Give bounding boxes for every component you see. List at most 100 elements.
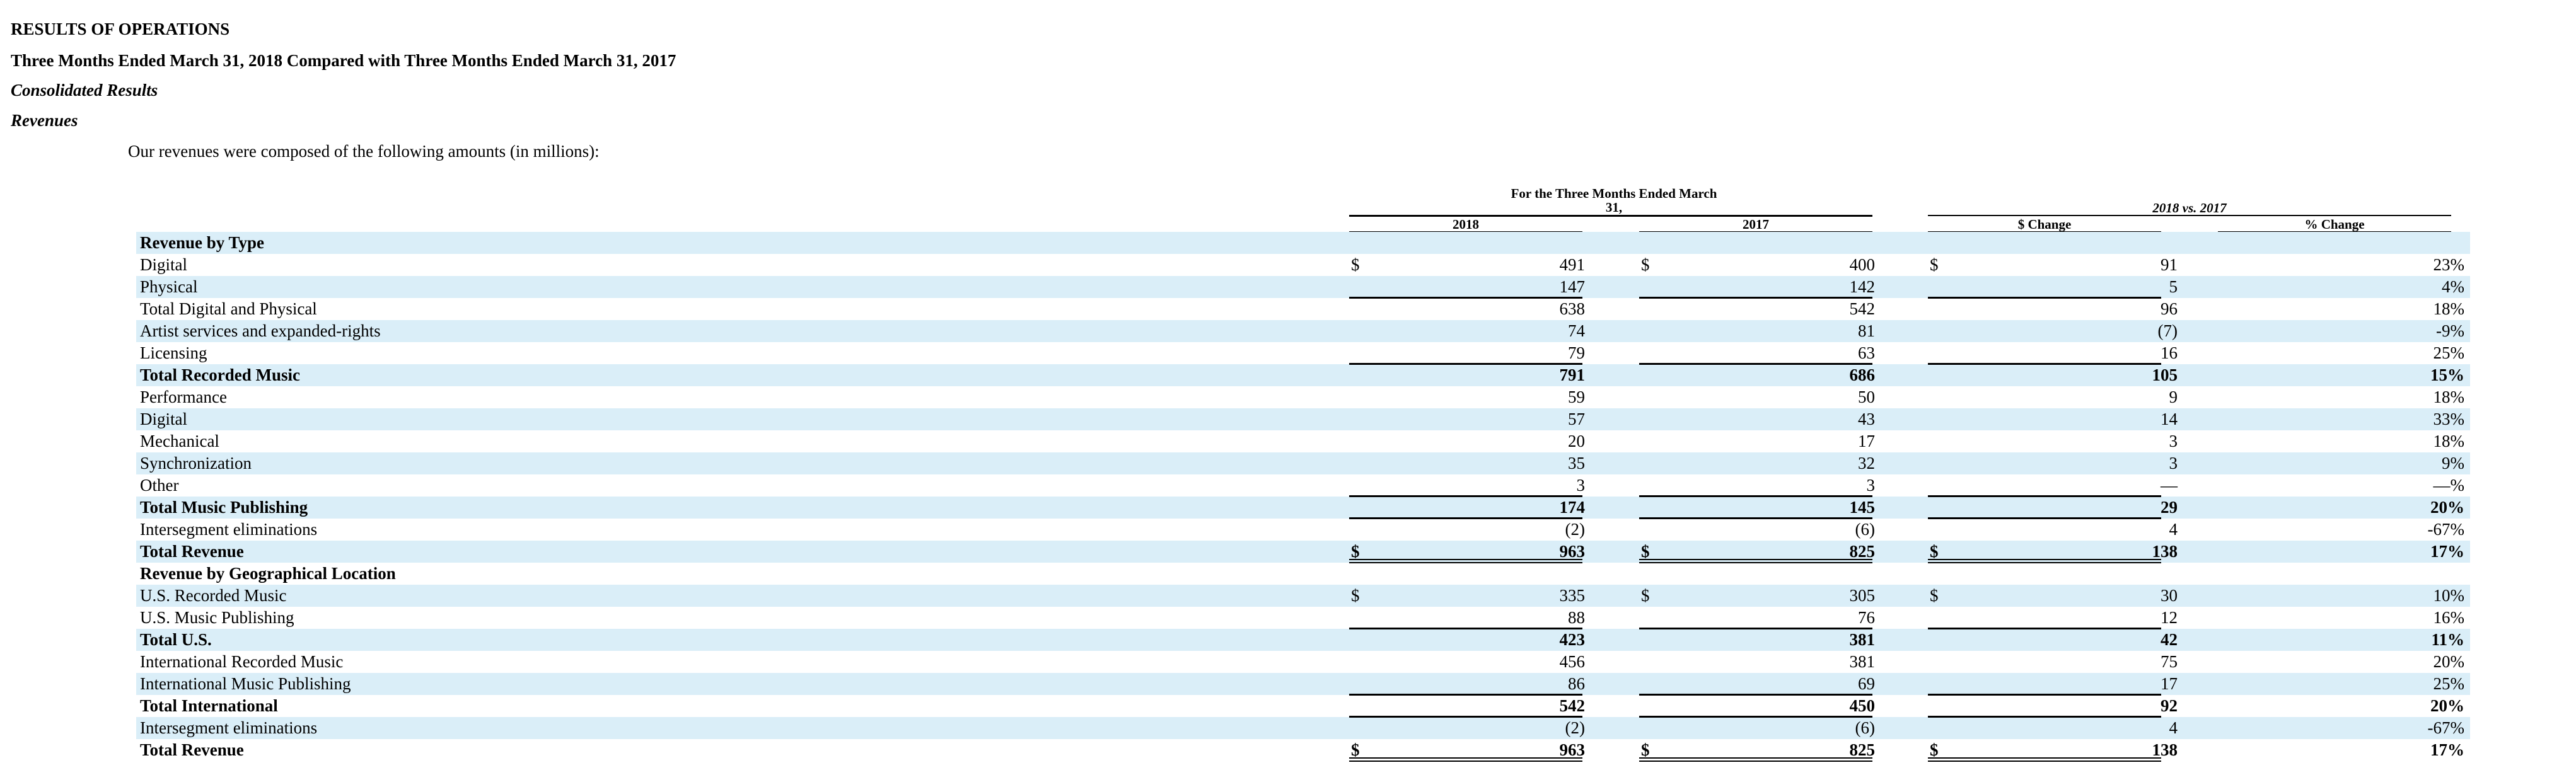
value-dollar-change: 17	[2161, 674, 2178, 693]
row-label: International Music Publishing	[140, 674, 351, 693]
value-2017: 381	[1849, 630, 1876, 649]
column-header-dollar-change: $ Change	[2017, 217, 2072, 232]
value-2018: 791	[1559, 365, 1586, 384]
value-percent-change: 18%	[2433, 432, 2465, 451]
table-row: U.S. Music Publishing 88 76 12 16%	[136, 607, 2470, 629]
row-label: Total Revenue	[140, 740, 244, 759]
value-2018: 335	[1559, 586, 1586, 605]
value-2018: 638	[1559, 299, 1586, 318]
value-dollar-change: 30	[2161, 586, 2178, 605]
value-percent-change: —%	[2433, 476, 2465, 495]
currency-symbol: $	[1351, 542, 1360, 561]
value-2018: (2)	[1565, 520, 1585, 539]
table-row: Licensing 79 63 16 25%	[136, 342, 2470, 364]
row-label: Mechanical	[140, 432, 219, 451]
value-dollar-change: 4	[2169, 520, 2178, 539]
currency-symbol: $	[1351, 740, 1360, 759]
value-2018: 491	[1559, 255, 1586, 274]
value-2017: 400	[1849, 255, 1876, 274]
value-dollar-change: 75	[2161, 652, 2178, 671]
currency-symbol: $	[1351, 586, 1360, 605]
row-label: Artist services and expanded-rights	[140, 321, 381, 340]
table-row: Intersegment eliminations (2) (6) 4 -67%	[136, 717, 2470, 739]
column-header-2018: 2018	[1453, 217, 1479, 232]
row-label: Synchronization	[140, 454, 252, 473]
subtotal-rule	[1639, 517, 1872, 519]
value-dollar-change: 5	[2169, 277, 2178, 296]
value-2018: 3	[1576, 476, 1586, 495]
table-row: Total Digital and Physical 638 542 96 18%	[136, 298, 2470, 320]
currency-symbol: $	[1641, 542, 1650, 561]
subtotal-rule	[1928, 716, 2161, 718]
double-underline	[1349, 559, 1582, 563]
row-label: Total International	[140, 696, 278, 715]
value-dollar-change: 3	[2169, 454, 2178, 473]
value-2018: 456	[1559, 652, 1586, 671]
currency-symbol: $	[1351, 255, 1360, 274]
table-row: Total Recorded Music 791 686 105 15%	[136, 364, 2470, 386]
value-2017: 825	[1849, 740, 1876, 759]
value-percent-change: 23%	[2433, 255, 2465, 274]
table-row: Total International 542 450 92 20%	[136, 695, 2470, 717]
value-percent-change: 20%	[2430, 498, 2464, 517]
value-2018: 88	[1568, 608, 1585, 627]
table-row: International Recorded Music 456 381 75 20%	[136, 651, 2470, 673]
row-label: Licensing	[140, 343, 207, 362]
subtotal-rule	[1928, 297, 2161, 299]
subtotal-rule	[1639, 297, 1872, 299]
section-heading: RESULTS OF OPERATIONS	[11, 20, 230, 38]
subtotal-rule	[1349, 495, 1582, 497]
table-row: Total Revenue 963 825 138 17% $ $ $	[136, 739, 2470, 761]
row-label: International Recorded Music	[140, 652, 344, 671]
subtotal-rule	[1349, 297, 1582, 299]
value-dollar-change: 138	[2152, 542, 2178, 561]
value-2018: 147	[1559, 277, 1586, 296]
row-label: Total Revenue	[140, 542, 244, 561]
table-row: Total Music Publishing 174 145 29 20%	[136, 497, 2470, 519]
subtotal-rule	[1639, 495, 1872, 497]
value-2017: 43	[1858, 410, 1875, 428]
column-header-percent-change: % Change	[2304, 217, 2365, 232]
value-2018: 57	[1568, 410, 1585, 428]
table-section-row: Revenue by Type	[136, 232, 2470, 254]
period-heading: Three Months Ended March 31, 2018 Compar…	[11, 51, 676, 70]
value-percent-change: 33%	[2433, 410, 2465, 428]
row-label: U.S. Recorded Music	[140, 586, 287, 605]
row-label: Total Recorded Music	[140, 365, 300, 384]
table-row: Other 3 3 — —%	[136, 474, 2470, 497]
value-2017: (6)	[1855, 718, 1875, 737]
value-2017: 381	[1849, 652, 1876, 671]
value-2017: 145	[1849, 498, 1876, 517]
subtotal-rule	[1639, 363, 1872, 365]
value-2017: 450	[1849, 696, 1876, 715]
column-header-2017: 2017	[1743, 217, 1769, 232]
value-percent-change: 10%	[2433, 586, 2465, 605]
value-percent-change: 9%	[2442, 454, 2464, 473]
table-row: International Music Publishing 86 69 17 25%	[136, 673, 2470, 695]
value-2017: 50	[1858, 388, 1875, 406]
currency-symbol: $	[1641, 740, 1650, 759]
currency-symbol: $	[1930, 542, 1939, 561]
value-percent-change: 25%	[2433, 674, 2465, 693]
row-label: Intersegment eliminations	[140, 520, 318, 539]
table-row: Physical 147 142 5 4%	[136, 276, 2470, 298]
table-row: Performance 59 50 9 18%	[136, 386, 2470, 408]
subtotal-rule	[1639, 628, 1872, 629]
value-percent-change: 15%	[2430, 365, 2464, 384]
row-label: Total Music Publishing	[140, 498, 308, 517]
value-percent-change: 17%	[2430, 542, 2464, 561]
subtotal-rule	[1639, 694, 1872, 696]
value-percent-change: 16%	[2433, 608, 2465, 627]
value-dollar-change: 29	[2161, 498, 2178, 517]
row-label: Performance	[140, 388, 227, 406]
intro-text: Our revenues were composed of the follow…	[128, 142, 600, 161]
currency-symbol: $	[1930, 586, 1939, 605]
table-row: Synchronization 35 32 3 9%	[136, 452, 2470, 474]
value-dollar-change: 138	[2152, 740, 2178, 759]
currency-symbol: $	[1641, 255, 1650, 274]
value-2017: 81	[1858, 321, 1875, 340]
subtotal-rule	[1928, 628, 2161, 629]
double-underline	[1928, 559, 2161, 563]
value-dollar-change: 4	[2169, 718, 2178, 737]
value-dollar-change: 96	[2161, 299, 2178, 318]
